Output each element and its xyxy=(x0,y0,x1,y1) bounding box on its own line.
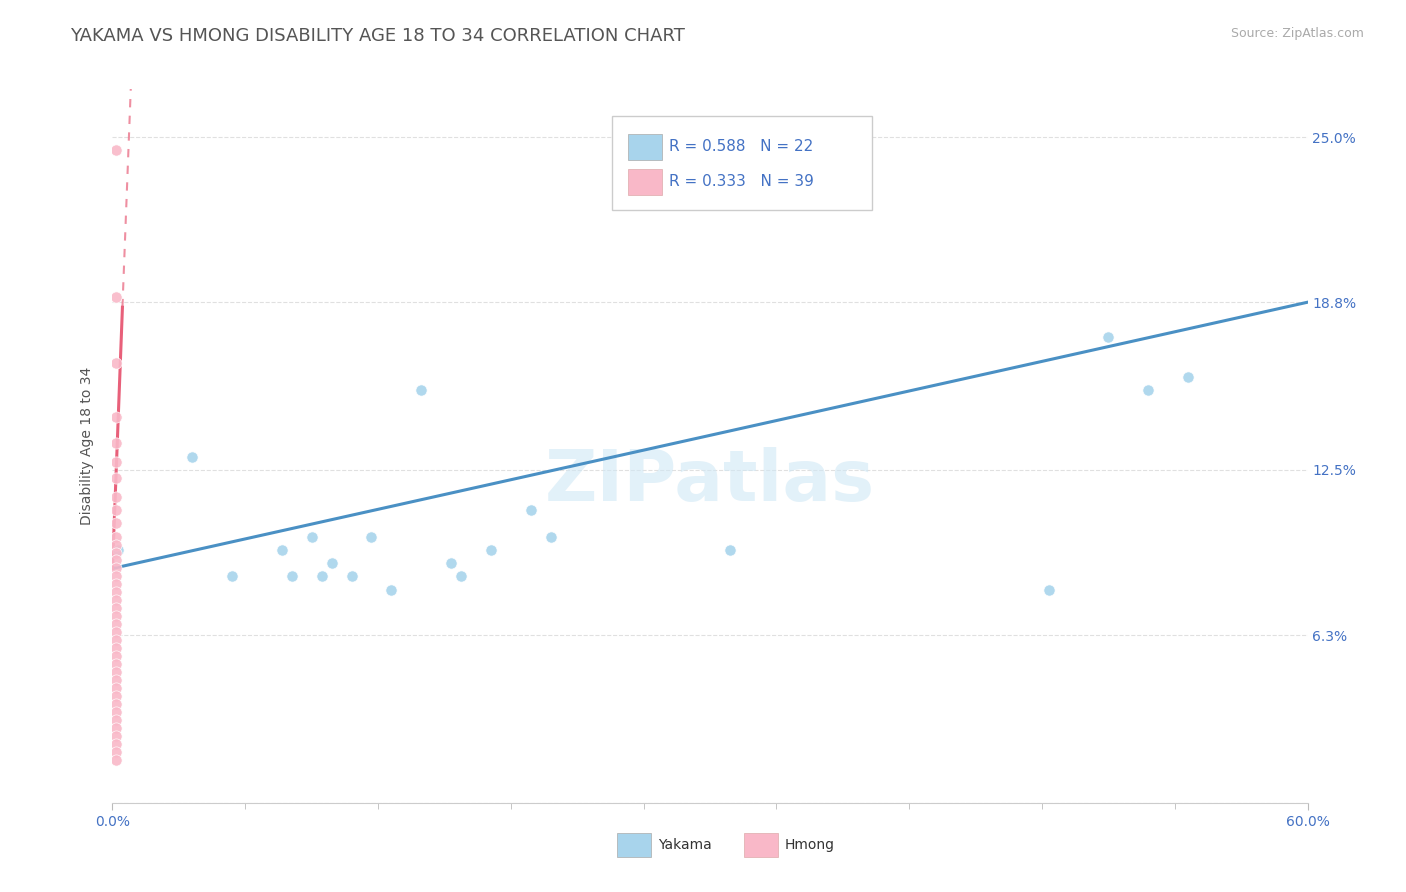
Text: ZIPatlas: ZIPatlas xyxy=(546,447,875,516)
Point xyxy=(105,593,128,607)
Point xyxy=(450,569,472,583)
Point xyxy=(440,556,463,570)
Point xyxy=(105,713,128,727)
Text: Hmong: Hmong xyxy=(785,838,835,852)
Point xyxy=(105,681,128,696)
Point xyxy=(105,490,128,504)
Y-axis label: Disability Age 18 to 34: Disability Age 18 to 34 xyxy=(80,367,94,525)
Point xyxy=(221,569,243,583)
Text: R = 0.588   N = 22: R = 0.588 N = 22 xyxy=(669,139,814,153)
Text: YAKAMA VS HMONG DISABILITY AGE 18 TO 34 CORRELATION CHART: YAKAMA VS HMONG DISABILITY AGE 18 TO 34 … xyxy=(70,27,685,45)
Point xyxy=(105,585,128,599)
Point xyxy=(105,601,128,615)
Point xyxy=(105,633,128,648)
Point xyxy=(105,649,128,664)
Point xyxy=(181,450,204,464)
Point xyxy=(105,516,128,531)
Point xyxy=(321,556,343,570)
Point xyxy=(105,529,128,543)
Point xyxy=(411,383,433,397)
Point xyxy=(1038,582,1060,597)
Point xyxy=(105,537,128,551)
Point xyxy=(479,542,502,557)
Point xyxy=(105,577,128,591)
Point xyxy=(105,745,128,759)
Point xyxy=(105,409,128,424)
Point xyxy=(107,542,129,557)
Point xyxy=(105,545,128,559)
Point xyxy=(270,542,292,557)
Point xyxy=(105,625,128,640)
Point xyxy=(105,455,128,469)
Point xyxy=(105,144,128,158)
Point xyxy=(380,582,402,597)
Point xyxy=(105,753,128,767)
Text: R = 0.333   N = 39: R = 0.333 N = 39 xyxy=(669,175,814,189)
Point xyxy=(311,569,333,583)
Point xyxy=(105,471,128,485)
Point xyxy=(105,356,128,370)
Point xyxy=(105,737,128,751)
Text: Yakama: Yakama xyxy=(658,838,711,852)
Point xyxy=(301,529,323,543)
Point xyxy=(105,698,128,712)
Point xyxy=(1097,330,1119,344)
Point xyxy=(105,721,128,735)
Point xyxy=(360,529,382,543)
Point xyxy=(105,657,128,672)
Point xyxy=(105,553,128,567)
Point xyxy=(105,290,128,304)
Point xyxy=(105,706,128,720)
Point xyxy=(1177,369,1199,384)
Point xyxy=(105,673,128,688)
Point xyxy=(105,665,128,680)
Point xyxy=(105,617,128,632)
Point xyxy=(281,569,304,583)
Point xyxy=(105,503,128,517)
Point xyxy=(520,503,543,517)
Point xyxy=(105,561,128,575)
Point xyxy=(105,609,128,624)
Point xyxy=(105,641,128,656)
Point xyxy=(1137,383,1160,397)
Point xyxy=(340,569,363,583)
Point xyxy=(105,436,128,450)
Text: Source: ZipAtlas.com: Source: ZipAtlas.com xyxy=(1230,27,1364,40)
Point xyxy=(105,729,128,743)
Point xyxy=(105,569,128,583)
Point xyxy=(540,529,562,543)
Point xyxy=(718,542,741,557)
Point xyxy=(105,690,128,704)
